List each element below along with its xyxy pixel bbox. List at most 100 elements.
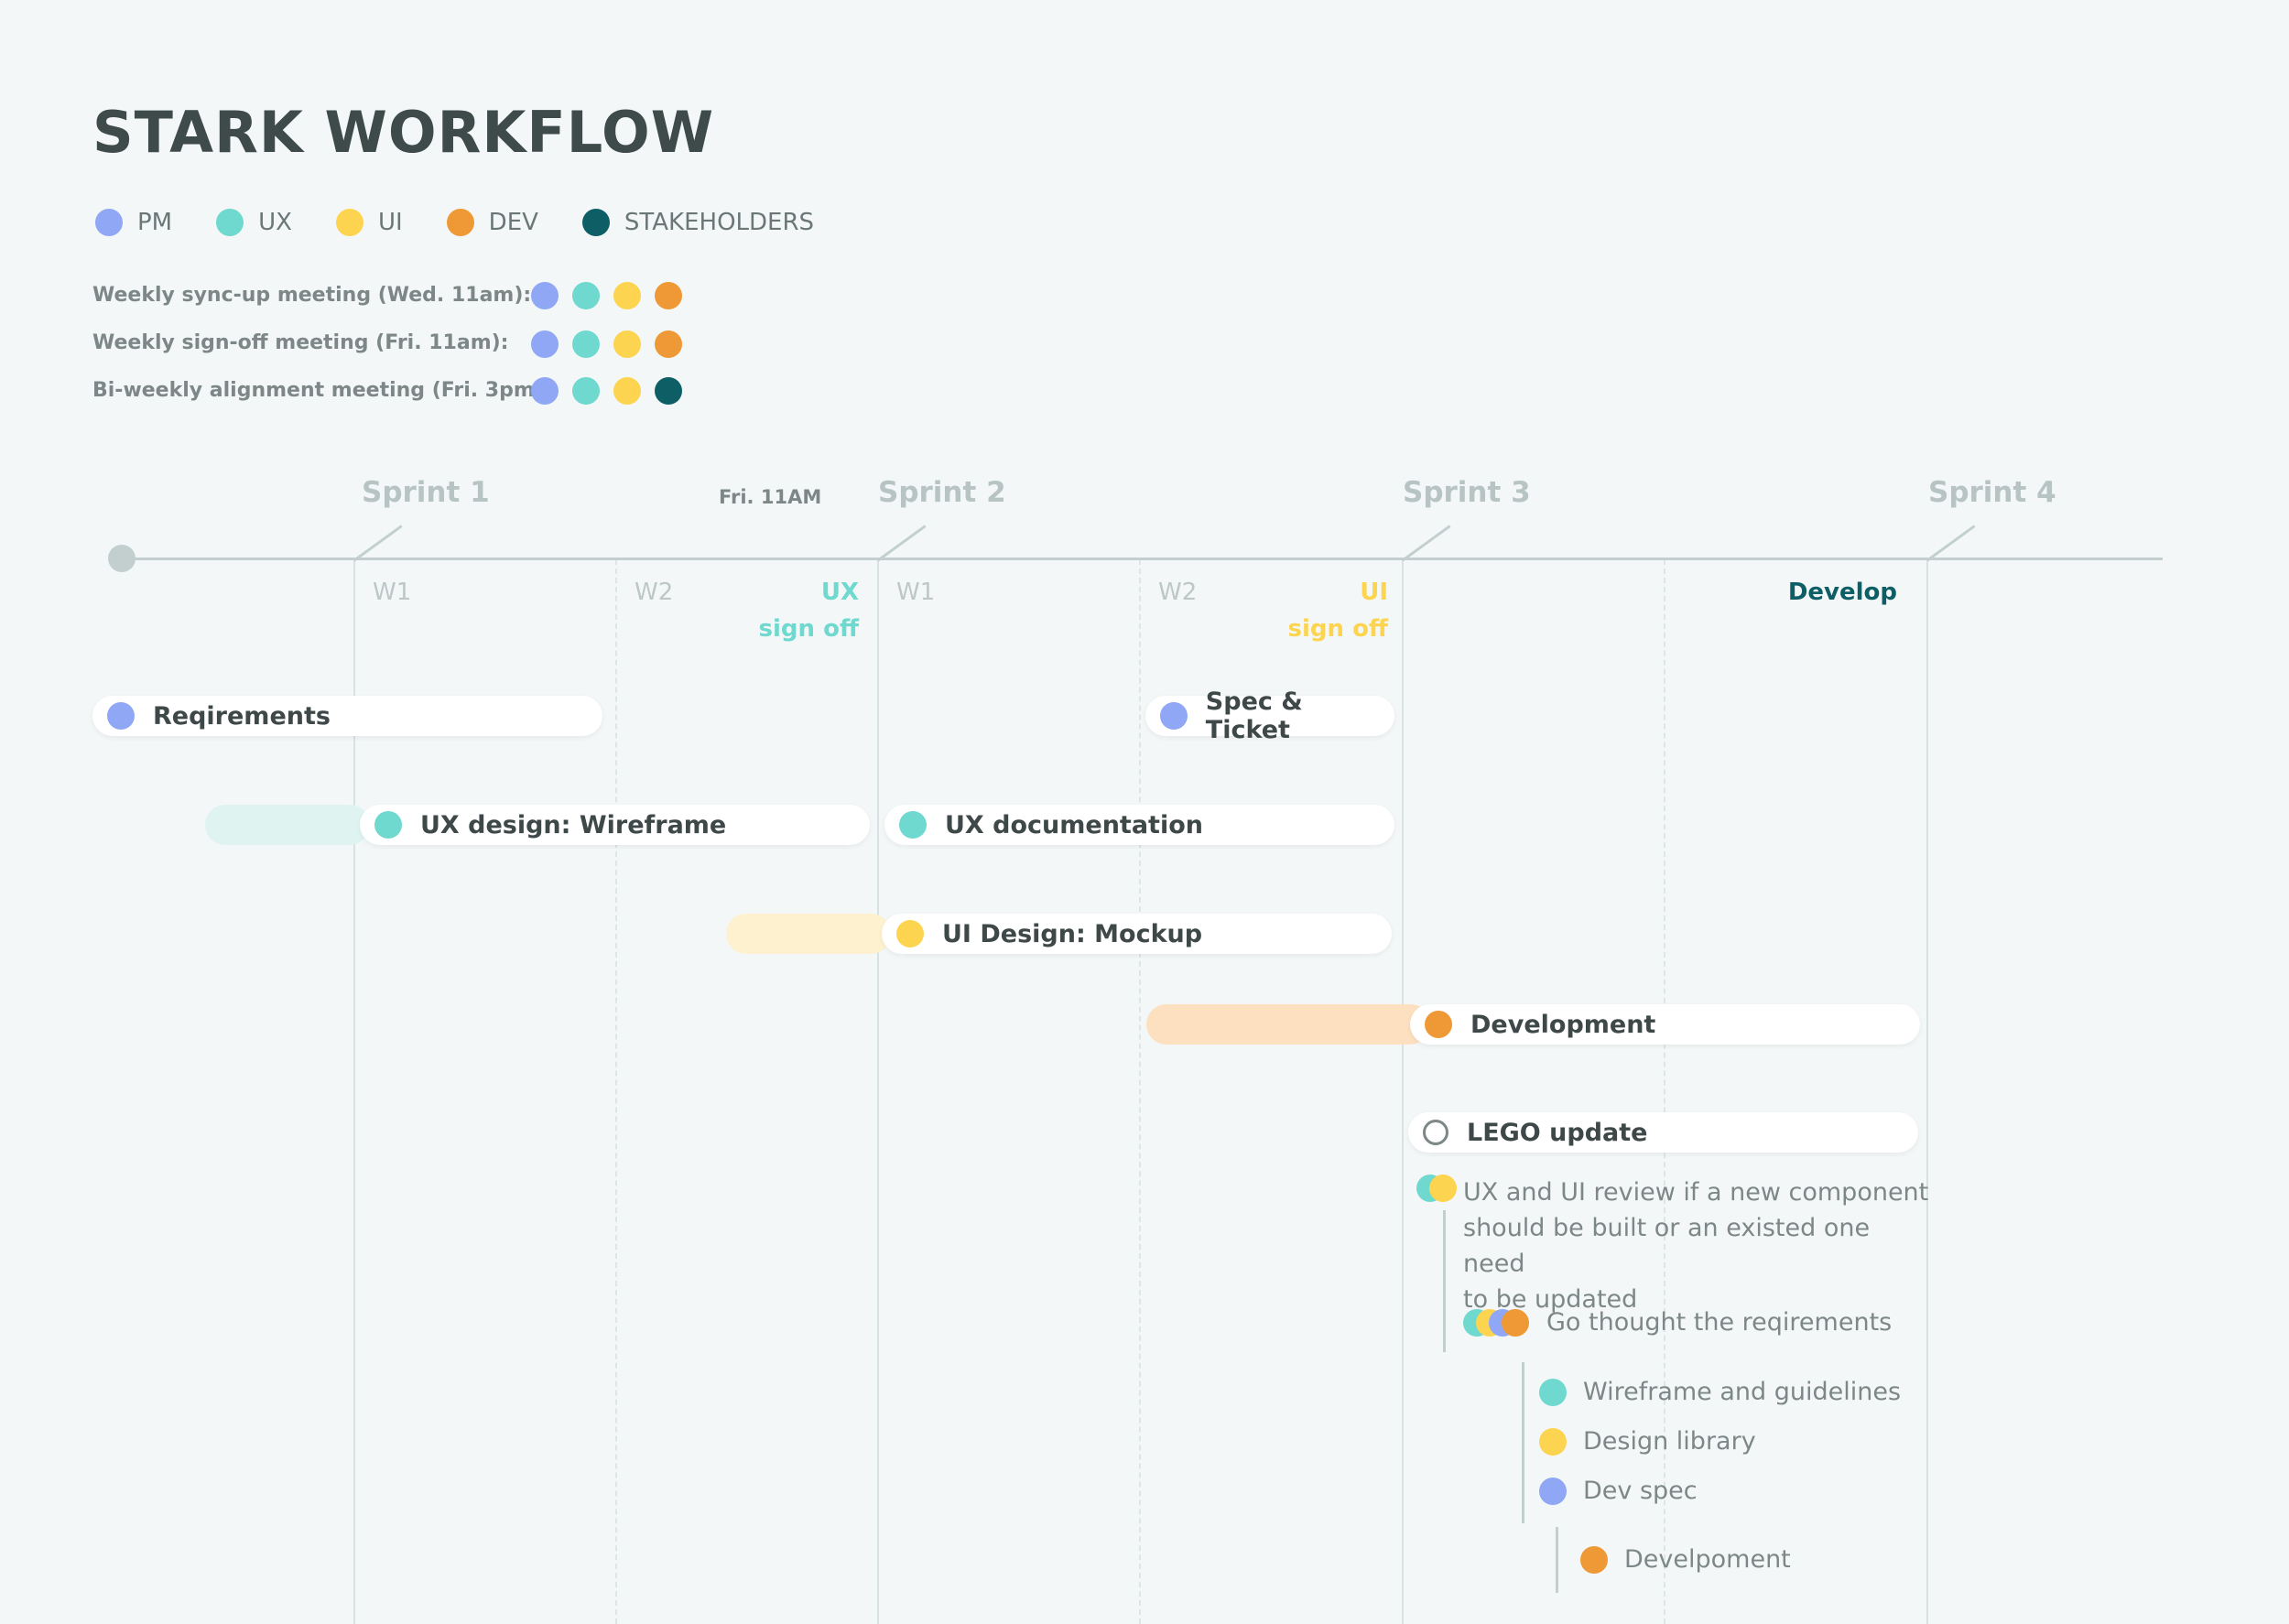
ux-dot-icon xyxy=(374,811,402,839)
legend-label: DEV xyxy=(488,209,538,236)
step-connector xyxy=(1522,1362,1524,1523)
stakeholders-dot-icon xyxy=(655,377,682,405)
develop-milestone: Develop xyxy=(1787,579,1897,606)
week-label: W1 xyxy=(896,579,936,606)
milestone-line: UX xyxy=(820,579,859,606)
all-roles-icon xyxy=(1463,1309,1529,1337)
pm-dot-icon xyxy=(531,282,559,309)
step-label: Design library xyxy=(1583,1427,1756,1456)
legend-item-ux: UX xyxy=(216,209,292,236)
dev-dot-icon xyxy=(446,209,474,236)
ui-dot-icon xyxy=(613,377,641,405)
task-bar-spec-ticket[interactable]: Spec & Ticket xyxy=(1145,687,1394,744)
step-connector xyxy=(1443,1210,1446,1352)
step-label: Dev spec xyxy=(1583,1477,1698,1505)
meeting-attendees-alignment xyxy=(531,377,696,405)
ui-sign-off-milestone: UI sign off xyxy=(1254,574,1388,647)
dev-dot-icon xyxy=(1502,1309,1529,1337)
dev-dot-icon xyxy=(655,330,682,358)
ux-wireframe-prep-bar xyxy=(205,805,370,845)
meeting-label-sync-up: Weekly sync-up meeting (Wed. 11am): xyxy=(92,284,532,307)
development-step: Develpoment xyxy=(1580,1545,1791,1574)
pm-dot-icon xyxy=(531,377,559,405)
legend-item-ui: UI xyxy=(335,209,403,236)
dev-spec-step: Dev spec xyxy=(1539,1477,1698,1505)
wireframe-step: Wireframe and guidelines xyxy=(1539,1378,1901,1406)
sign-off-time-label: Fri. 11AM xyxy=(719,486,822,508)
note-line: should be built or an existed one need xyxy=(1463,1214,1871,1278)
note-line: UX and UI review if a new component xyxy=(1463,1178,1929,1207)
task-bar-requirements[interactable]: Reqirements xyxy=(92,696,602,736)
milestone-line: sign off xyxy=(758,615,859,643)
task-bar-ui-mockup[interactable]: UI Design: Mockup xyxy=(882,914,1392,954)
dev-dot-icon xyxy=(1425,1011,1452,1038)
ui-dot-icon xyxy=(1429,1175,1457,1202)
task-label: Development xyxy=(1470,1010,1656,1039)
pm-dot-icon xyxy=(107,702,135,730)
legend-label: UX xyxy=(258,209,292,236)
sprint-tick xyxy=(877,525,927,562)
empty-circle-icon xyxy=(1423,1120,1448,1145)
legend-label: STAKEHOLDERS xyxy=(624,209,815,236)
week-divider xyxy=(1139,559,1141,1624)
pm-dot-icon xyxy=(531,330,559,358)
sprint-1-divider xyxy=(353,559,355,1624)
week-label: W1 xyxy=(373,579,412,606)
ui-dot-icon xyxy=(613,330,641,358)
legend-item-stakeholders: STAKEHOLDERS xyxy=(581,209,815,236)
ux-dot-icon xyxy=(899,811,927,839)
meeting-label-sign-off: Weekly sign-off meeting (Fri. 11am): xyxy=(92,331,509,354)
ui-dot-icon xyxy=(613,282,641,309)
meeting-attendees-sign-off xyxy=(531,330,696,358)
sprint-3-divider xyxy=(1402,559,1404,1624)
lego-review-note: UX and UI review if a new component shou… xyxy=(1463,1175,1939,1317)
task-bar-ux-wireframe[interactable]: UX design: Wireframe xyxy=(360,805,870,845)
milestone-line: UI xyxy=(1360,579,1388,606)
ux-dot-icon xyxy=(572,330,600,358)
task-bar-lego-update[interactable]: LEGO update xyxy=(1408,1112,1918,1153)
requirements-step: Go thought the reqirements xyxy=(1546,1308,1893,1337)
design-library-step: Design library xyxy=(1539,1427,1756,1456)
task-label: LEGO update xyxy=(1467,1118,1648,1147)
task-bar-development[interactable]: Development xyxy=(1410,1004,1920,1045)
sprint-label-4: Sprint 4 xyxy=(1928,476,2056,509)
timeline-start-dot-icon xyxy=(108,545,136,572)
week-divider xyxy=(615,559,617,1624)
ui-dot-icon xyxy=(1539,1427,1567,1456)
step-label: Wireframe and guidelines xyxy=(1583,1378,1902,1406)
page-title: STARK WORKFLOW xyxy=(92,99,715,166)
task-label: Reqirements xyxy=(153,701,331,731)
pm-dot-icon xyxy=(1160,702,1188,730)
legend-label: UI xyxy=(377,209,403,236)
task-bar-ux-documentation[interactable]: UX documentation xyxy=(884,805,1394,845)
sprint-label-3: Sprint 3 xyxy=(1403,476,1531,509)
sprint-label-2: Sprint 2 xyxy=(878,476,1006,509)
legend-item-dev: DEV xyxy=(446,209,538,236)
dev-dot-icon xyxy=(1580,1545,1608,1574)
role-legend: PM UX UI DEV STAKEHOLDERS xyxy=(95,209,858,236)
ux-dot-icon xyxy=(572,377,600,405)
task-label: Spec & Ticket xyxy=(1205,687,1303,744)
ux-dot-icon xyxy=(1539,1378,1567,1406)
ui-dot-icon xyxy=(896,920,924,947)
task-label: UX documentation xyxy=(945,810,1203,839)
meeting-attendees-sync-up xyxy=(531,282,696,309)
milestone-line: sign off xyxy=(1287,615,1388,643)
task-label: UX design: Wireframe xyxy=(420,810,727,839)
stakeholders-dot-icon xyxy=(581,209,610,236)
week-label: W2 xyxy=(1158,579,1198,606)
ux-sign-off-milestone: UX sign off xyxy=(732,574,859,647)
step-label: Develpoment xyxy=(1624,1545,1791,1574)
task-label: UI Design: Mockup xyxy=(942,919,1203,948)
ui-mockup-prep-bar xyxy=(726,914,891,954)
ux-dot-icon xyxy=(216,209,244,236)
pm-dot-icon xyxy=(1539,1477,1567,1505)
timeline-axis xyxy=(122,558,2163,560)
week-divider xyxy=(1664,559,1665,1624)
sprint-tick xyxy=(1402,525,1451,562)
legend-label: PM xyxy=(137,209,173,236)
sprint-tick xyxy=(353,525,403,562)
note-line: to be updated xyxy=(1463,1285,1638,1314)
week-label: W2 xyxy=(635,579,674,606)
legend-item-pm: PM xyxy=(95,209,172,236)
